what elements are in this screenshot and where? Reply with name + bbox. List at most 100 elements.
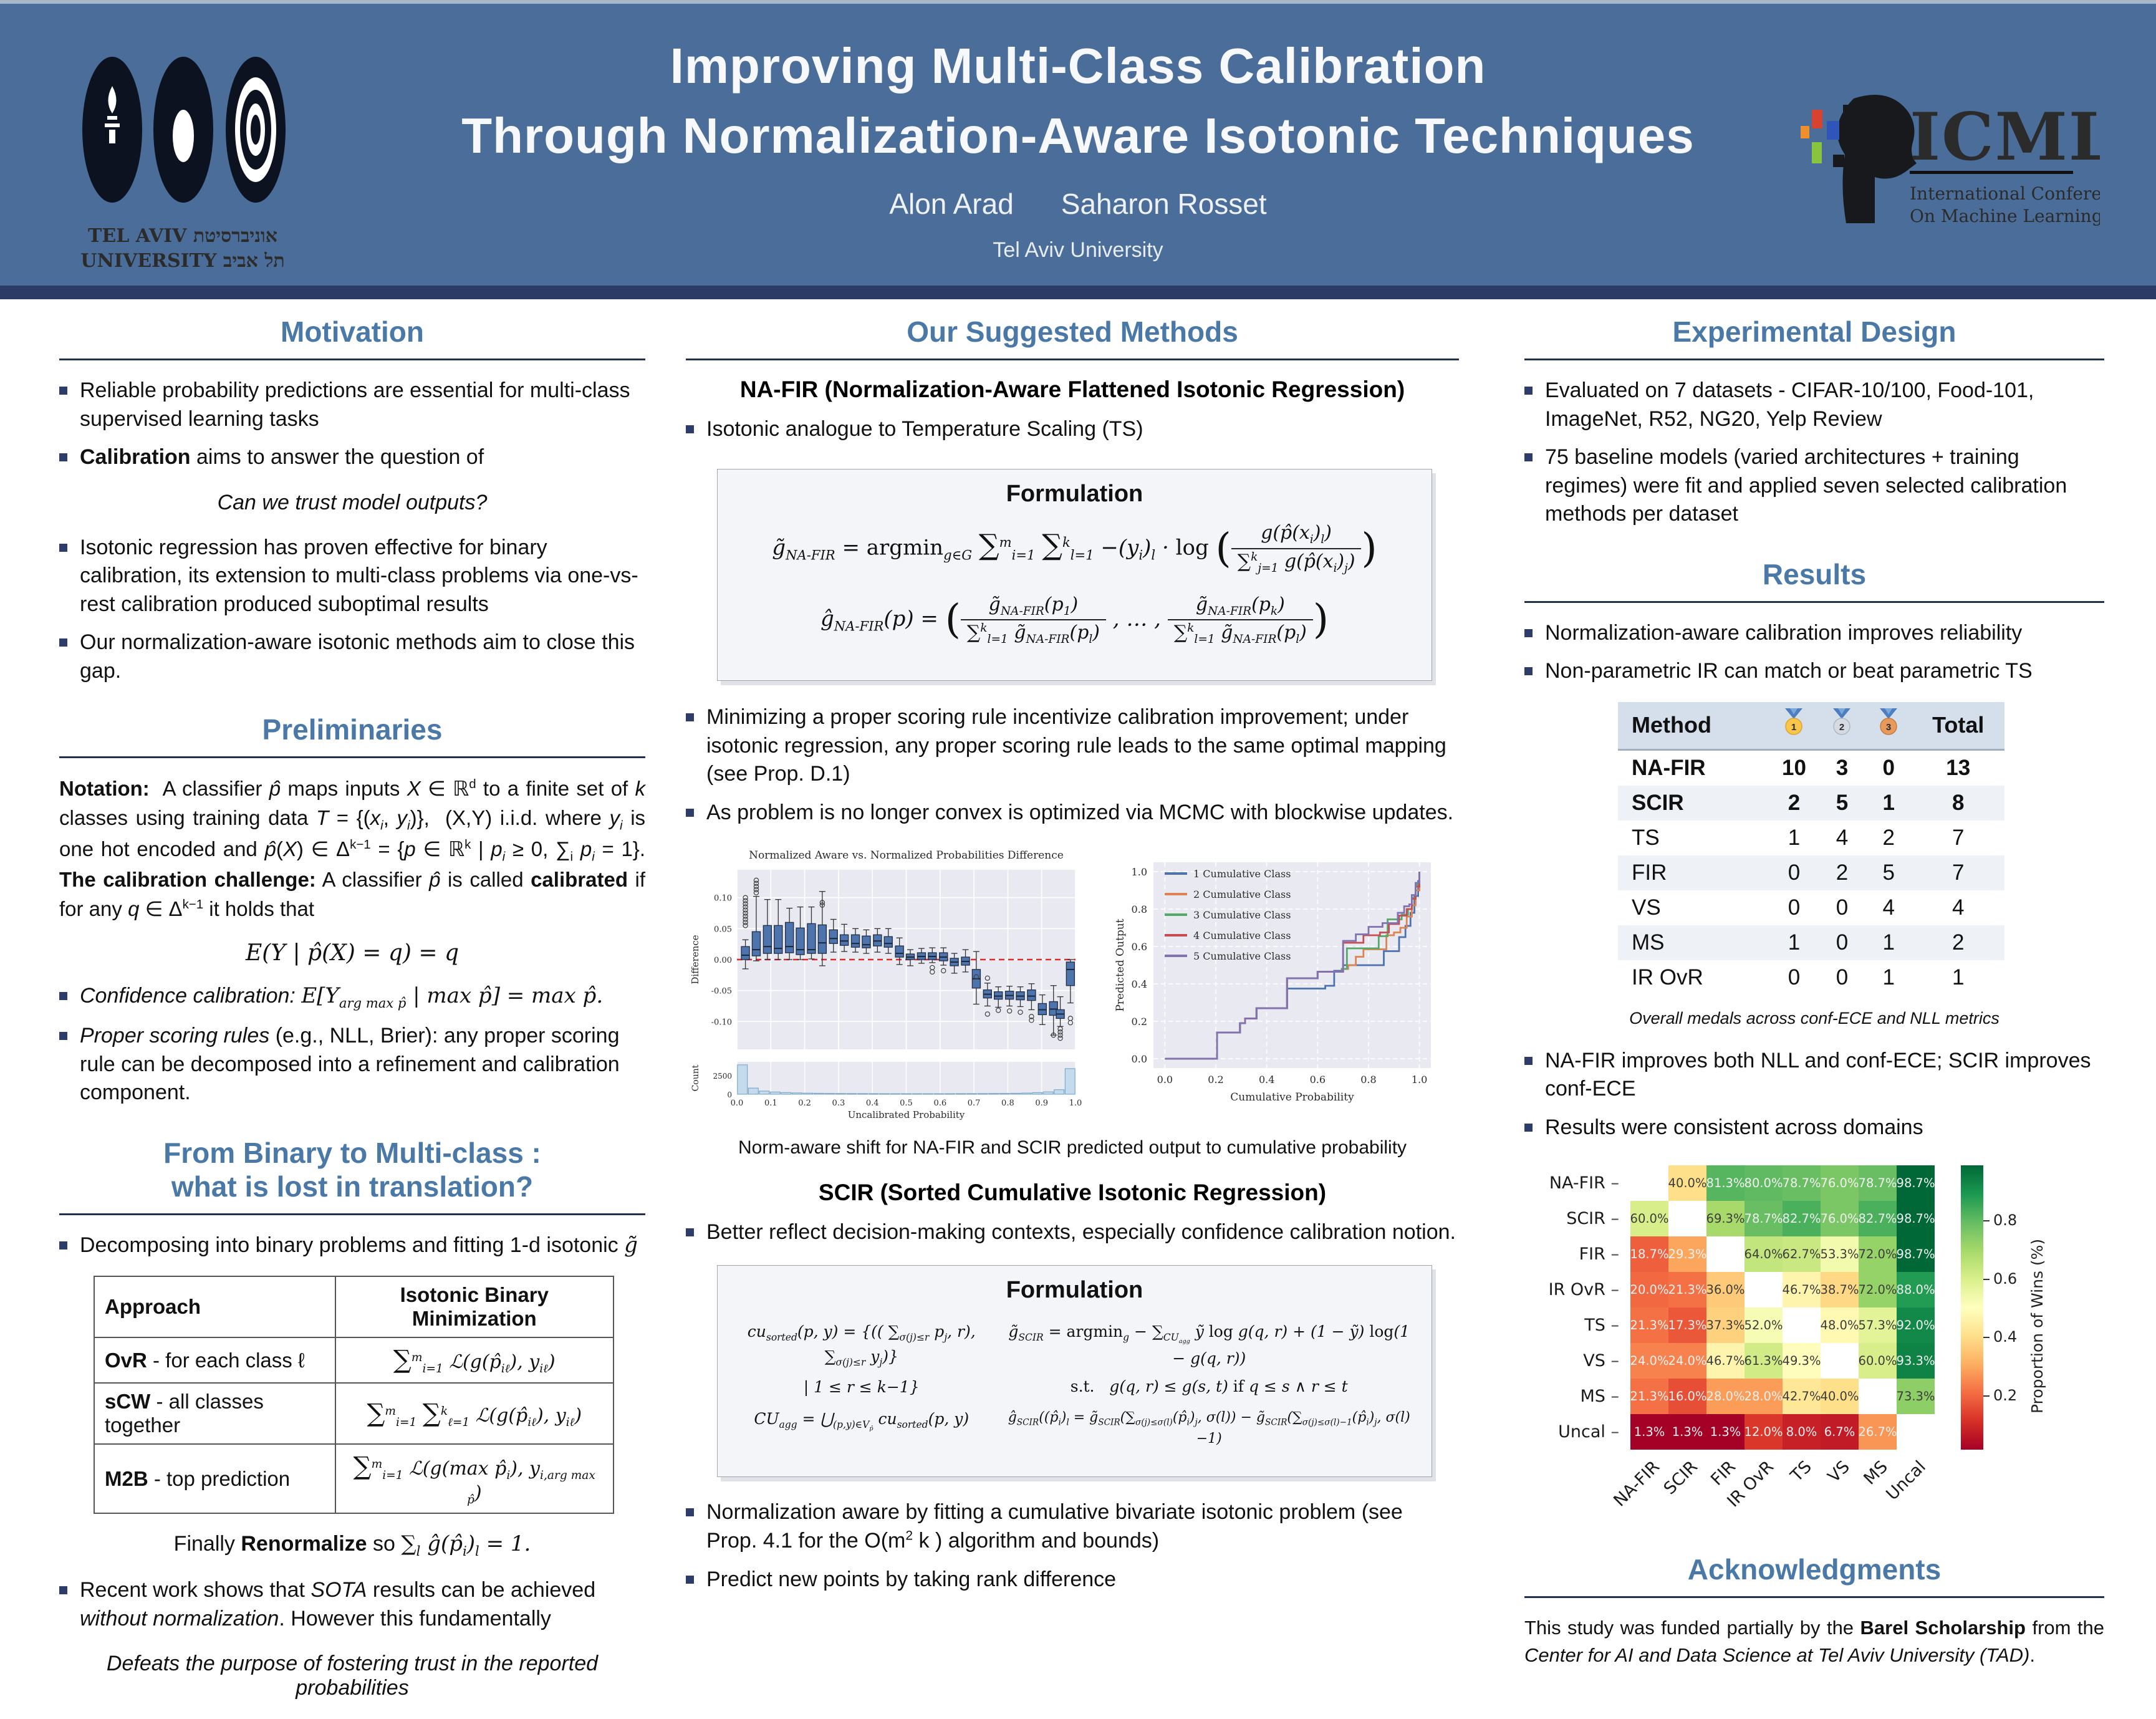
exp-bullet-1: Evaluated on 7 datasets - CIFAR-10/100, … xyxy=(1524,377,2104,433)
heatmap-cell: 1.3% xyxy=(1706,1414,1745,1450)
heatmap-cell: 62.7% xyxy=(1783,1236,1821,1273)
heatmap-cell: 37.3% xyxy=(1706,1307,1745,1344)
svg-text:0.7: 0.7 xyxy=(968,1099,981,1108)
gold-count: 1 xyxy=(1788,825,1801,850)
medal-table-row: MS 1 0 1 2 xyxy=(1618,925,2004,960)
bullet-square-icon xyxy=(686,1508,694,1517)
charts-row: 0.10 0.05 0.00 -0.05 -0.10 Normalized Aware v… xyxy=(686,844,1459,1121)
nafir-heading: NA-FIR (Normalization-Aware Flattened Is… xyxy=(739,377,1405,402)
left-column: Motivation Reliable probability predicti… xyxy=(59,315,645,1719)
heatmap-cell: 49.3% xyxy=(1783,1343,1821,1379)
svg-text:-0.10: -0.10 xyxy=(711,1018,732,1027)
heatmap-cell: 78.7% xyxy=(1859,1165,1897,1201)
motivation-bullet-4: Our normalization-aware isotonic methods… xyxy=(59,628,645,685)
svg-text:0.4: 0.4 xyxy=(1132,978,1147,990)
svg-text:2: 2 xyxy=(1839,722,1844,733)
silver-count: 5 xyxy=(1836,790,1849,815)
medal-results-table: Method 1 2 3 Total NA-FIR 10 3 0 13 SCIR 2 5 1 8 T… xyxy=(1618,701,2004,995)
icml-logo: ICML International Conference On Machine… xyxy=(1794,86,2133,264)
heatmap-cell: 69.3% xyxy=(1706,1201,1745,1237)
header-divider-bar xyxy=(0,286,2156,299)
heatmap-row-label: NA-FIR xyxy=(1524,1165,1619,1201)
heatmap-cell: 42.7% xyxy=(1783,1379,1821,1415)
heatmap-cell: 82.7% xyxy=(1859,1201,1897,1237)
approach-table: Approach Isotonic Binary Minimization Ov… xyxy=(94,1276,615,1514)
heatmap-cell: 73.3% xyxy=(1897,1379,1935,1415)
svg-text:0: 0 xyxy=(727,1091,732,1099)
results-bullet-4: Results were consistent across domains xyxy=(1524,1114,2104,1142)
svg-text:0.4: 0.4 xyxy=(866,1099,879,1108)
tel-aviv-university-logo: TEL AVIV אוניברסיטת UNIVERSITY תל אביב xyxy=(80,55,292,276)
colorbar-tick xyxy=(1983,1337,1990,1339)
silver-count: 0 xyxy=(1836,965,1849,990)
tau-logo-icon: TEL AVIV אוניברסיטת UNIVERSITY תל אביב xyxy=(80,57,286,272)
scir-bullet-1: Better reflect decision-making contexts,… xyxy=(686,1218,1459,1247)
medal-table-header-row: Method 1 2 3 Total xyxy=(1618,701,2004,751)
svg-text:0.3: 0.3 xyxy=(832,1099,845,1108)
poster: { "header": { "title1": "Improving Multi… xyxy=(0,0,2156,1609)
bullet-square-icon xyxy=(59,992,67,1001)
bullet-square-icon xyxy=(1524,453,1533,462)
heatmap-cell: 78.7% xyxy=(1745,1201,1783,1237)
methods-title: Our Suggested Methods xyxy=(907,315,1238,348)
method-header: Method xyxy=(1618,701,1769,751)
bronze-count: 5 xyxy=(1882,860,1895,885)
heatmap-cell: 98.7% xyxy=(1897,1236,1935,1273)
svg-text:0.0: 0.0 xyxy=(1132,1053,1147,1065)
medal-table-row: TS 1 4 2 7 xyxy=(1618,821,2004,855)
bullet-square-icon xyxy=(1524,1123,1533,1132)
heatmap-cell: 88.0% xyxy=(1897,1272,1935,1308)
heatmap-cell: 53.3% xyxy=(1821,1236,1859,1273)
medal-table-row: NA-FIR 10 3 0 13 xyxy=(1618,749,2004,786)
method-name: NA-FIR xyxy=(1632,755,1706,780)
heatmap-cell: 21.3% xyxy=(1630,1379,1668,1415)
minimization-header: Isotonic Binary Minimization xyxy=(334,1276,615,1339)
svg-text:0.9: 0.9 xyxy=(1035,1099,1048,1108)
medal-icon: 2 xyxy=(1833,708,1851,735)
heatmap-cell: 8.0% xyxy=(1783,1414,1821,1450)
svg-text:0.10: 0.10 xyxy=(714,893,732,903)
bullet-square-icon xyxy=(1524,1056,1533,1065)
total-count: 1 xyxy=(1952,965,1965,990)
total-count: 7 xyxy=(1952,860,1965,885)
author-1: Alon Arad xyxy=(889,188,1014,220)
tau-logo-text-2: UNIVERSITY תל אביב xyxy=(80,250,284,272)
total-count: 8 xyxy=(1952,790,1965,815)
bronze-medal-icon: 3 xyxy=(1865,701,1912,751)
bronze-count: 1 xyxy=(1882,790,1895,815)
colorbar-label: Proportion of Wins (%) xyxy=(2028,1239,2046,1414)
heatmap-cell: 82.7% xyxy=(1783,1201,1821,1237)
svg-text:1.0: 1.0 xyxy=(1412,1074,1427,1086)
heatmap-cell: 29.3% xyxy=(1668,1236,1706,1273)
heatmap-cell: 98.7% xyxy=(1897,1165,1935,1201)
bullet-square-icon xyxy=(59,1586,67,1595)
gold-count: 2 xyxy=(1788,790,1801,815)
svg-text:0.2: 0.2 xyxy=(1132,1016,1147,1028)
colorbar-tick-label: 0.2 xyxy=(1993,1386,2018,1404)
authors: Alon Arad Saharon Rosset xyxy=(0,187,2156,221)
heatmap-cell xyxy=(1897,1414,1935,1450)
preliminaries-rule xyxy=(59,756,645,759)
heatmap-cell: 57.3% xyxy=(1859,1307,1897,1344)
heatmap-row-label: FIR xyxy=(1524,1236,1619,1272)
svg-text:0.2: 0.2 xyxy=(798,1099,811,1108)
acknowledgments-title: Acknowledgments xyxy=(1687,1553,1942,1586)
colorbar-tick-label: 0.4 xyxy=(1993,1328,2018,1346)
method-name: SCIR xyxy=(1632,790,1684,815)
medal-icon: 3 xyxy=(1880,708,1898,735)
svg-text:0.6: 0.6 xyxy=(1132,941,1147,953)
renormalize-note: Finally Renormalize so ∑l ĝ(p̂i)l = 1. xyxy=(173,1531,531,1559)
heatmap-row-label: Uncal xyxy=(1524,1414,1619,1450)
table-row: sCW - all classes together ∑mi=1 ∑kℓ=1 ℒ… xyxy=(94,1382,615,1445)
bullet-square-icon xyxy=(686,1575,694,1584)
gold-count: 10 xyxy=(1781,755,1806,780)
svg-text:3: 3 xyxy=(1886,722,1891,733)
nafir-bullet-3: As problem is no longer convex is optimi… xyxy=(686,799,1459,827)
svg-text:5 Cumulative Class: 5 Cumulative Class xyxy=(1193,950,1291,962)
heatmap-cell: 81.3% xyxy=(1706,1165,1745,1201)
colorbar-tick-label: 0.6 xyxy=(1993,1269,2018,1288)
gold-medal-icon: 1 xyxy=(1769,701,1819,751)
svg-text:0.8: 0.8 xyxy=(1001,1099,1014,1108)
bronze-count: 1 xyxy=(1882,930,1895,955)
